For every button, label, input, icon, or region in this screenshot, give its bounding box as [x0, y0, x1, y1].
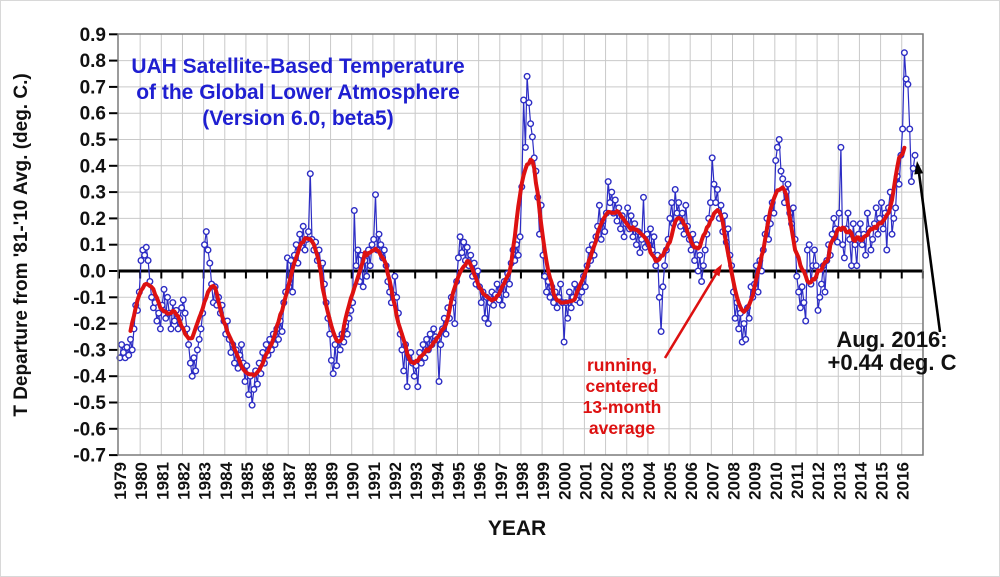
x-tick-label: 2009 — [746, 462, 765, 500]
x-tick-label: 1982 — [175, 462, 194, 500]
x-tick-label: 2003 — [619, 462, 638, 500]
x-tick-label: 2006 — [682, 462, 701, 500]
x-tick-label: 2016 — [894, 462, 913, 500]
x-tick-label: 1987 — [280, 462, 299, 500]
y-tick-label: -0.2 — [73, 314, 106, 335]
plot-border — [117, 33, 924, 456]
x-tick-label: 1986 — [259, 462, 278, 500]
y-tick-label: -0.4 — [73, 367, 106, 388]
smoothing-annotation-line-2: centered — [586, 376, 659, 396]
x-tick-label: 1990 — [344, 462, 363, 500]
x-tick-label: 2014 — [851, 461, 870, 499]
x-tick-label: 1995 — [450, 462, 469, 500]
y-tick-label: 0.6 — [80, 104, 106, 125]
x-tick-label: 1989 — [323, 462, 342, 500]
x-tick-label: 2001 — [576, 462, 595, 500]
y-axis-title: T Departure from '81-'10 Avg. (deg. C.) — [11, 73, 32, 416]
running-average-series — [128, 145, 907, 378]
y-tick-label: 0.2 — [80, 209, 106, 230]
x-tick-label: 2002 — [598, 462, 617, 500]
x-tick-label: 1983 — [196, 462, 215, 500]
x-tick-label: 2008 — [725, 462, 744, 500]
x-tick-label: 1981 — [153, 462, 172, 500]
smoothing-annotation-line-4: average — [589, 418, 655, 438]
y-tick-label: 0.5 — [80, 130, 107, 151]
y-tick-label: 0.4 — [80, 156, 107, 177]
chart-title-line-3: (Version 6.0, beta5) — [202, 107, 393, 130]
latest-value-annotation-line-1: Aug. 2016: — [836, 327, 947, 352]
latest-value-annotation-line-2: +0.44 deg. C — [827, 350, 956, 375]
y-tick-label: -0.3 — [73, 340, 106, 361]
y-tick-label: -0.6 — [73, 419, 106, 440]
x-tick-label: 1988 — [301, 462, 320, 500]
x-tick-label: 1994 — [428, 461, 447, 499]
x-tick-label: 1996 — [471, 462, 490, 500]
chart-title-line-1: UAH Satellite-Based Temperature — [131, 55, 464, 78]
x-tick-label: 1984 — [217, 461, 236, 499]
y-tick-label: 0.9 — [80, 25, 106, 46]
smoothing-annotation-line-3: 13-month — [583, 397, 662, 417]
y-tick-label: -0.5 — [73, 393, 106, 414]
x-tick-label: 1997 — [492, 462, 511, 500]
smoothing-arrow — [663, 264, 722, 359]
x-tick-label: 1991 — [365, 462, 384, 500]
y-tick-label: 0.3 — [80, 183, 106, 204]
x-tick-label: 1993 — [407, 462, 426, 500]
x-tick-label: 2004 — [640, 461, 659, 499]
chart-title-line-2: of the Global Lower Atmosphere — [136, 81, 460, 104]
x-tick-label: 2011 — [788, 462, 807, 499]
y-tick-label: 0.8 — [80, 51, 106, 72]
x-tick-label: 1980 — [132, 462, 151, 500]
x-tick-label: 2005 — [661, 462, 680, 500]
x-tick-label: 2010 — [767, 462, 786, 500]
x-tick-label: 1999 — [534, 462, 553, 500]
x-tick-label: 1998 — [513, 462, 532, 500]
smoothing-annotation-line-1: running, — [587, 355, 657, 375]
latest-value-arrow — [914, 161, 942, 333]
x-tick-label: 2012 — [809, 462, 828, 500]
x-tick-label: 1979 — [111, 462, 130, 500]
x-tick-labels: 1979 1980 1981 1982 1983 1984 1985 1986 1987 1988… — [111, 461, 913, 499]
x-tick-label: 1992 — [386, 462, 405, 500]
x-tick-label: 1985 — [238, 462, 257, 500]
x-axis-title: YEAR — [488, 517, 546, 540]
y-tick-label: 0.1 — [80, 235, 107, 256]
y-tick-labels: 0.9 0.8 0.7 0.6 0.5 0.4 0.3 0.2 0.1 0.0 -0.1 -0.2 -0… — [73, 25, 106, 467]
y-tick-label: 0.0 — [80, 262, 106, 283]
y-tick-label: -0.7 — [73, 446, 106, 467]
y-tick-label: 0.7 — [80, 77, 106, 98]
x-tick-label: 2007 — [703, 462, 722, 500]
x-tick-label: 2000 — [555, 462, 574, 500]
x-tick-label: 2013 — [830, 462, 849, 500]
y-tick-label: -0.1 — [73, 288, 106, 309]
x-tick-label: 2015 — [873, 462, 892, 500]
